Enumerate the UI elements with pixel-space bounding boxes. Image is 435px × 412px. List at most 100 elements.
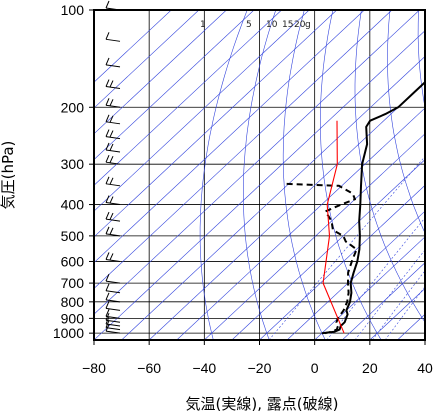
y-axis-title: 気圧(hPa) [0, 141, 17, 210]
x-tick-label: −60 [137, 360, 161, 376]
mixing-ratio-label: 5 [246, 20, 252, 30]
isotherm-line [94, 10, 282, 186]
wind-barb [105, 307, 121, 311]
isotherm-line [94, 10, 227, 135]
wind-barb [105, 330, 121, 334]
wind-barb-flag [105, 195, 110, 203]
wind-barb [105, 64, 121, 68]
wind-barb [105, 315, 121, 319]
mixing-ratio-line [326, 217, 425, 340]
wind-barb [105, 161, 121, 165]
dry-adiabat-line [387, 10, 425, 234]
isotherm-line [94, 10, 337, 238]
y-tick-label: 700 [61, 275, 85, 291]
dry-adiabat-line [199, 10, 248, 340]
isotherm-line [94, 10, 172, 83]
y-tick-label: 100 [61, 2, 85, 18]
isotherm-line [148, 81, 425, 340]
wind-barb [105, 323, 121, 327]
wind-barb-flag [109, 115, 114, 123]
isotherm-line [121, 56, 425, 340]
y-tick-label: 500 [61, 228, 85, 244]
isotherm-line [314, 236, 425, 340]
parcel-path-line [322, 120, 345, 334]
wind-barb-flag [109, 196, 114, 204]
x-axis-title: 気温(実線), 露点(破線) [186, 395, 339, 412]
y-tick-label: 300 [61, 156, 85, 172]
wind-barb-flag [109, 212, 114, 220]
wind-barb-flag [105, 129, 110, 137]
y-tick-label: 200 [61, 99, 85, 115]
wind-barb [105, 299, 121, 303]
wind-barb-flag [105, 226, 110, 235]
wind-barb-flag [105, 301, 110, 309]
wind-barb [105, 319, 121, 323]
wind-barb-flag [105, 211, 110, 220]
wind-barb-flag [105, 32, 110, 40]
mixing-ratio-label: 20 [294, 20, 306, 30]
isotherm-line [204, 133, 425, 340]
wind-barb [105, 202, 121, 206]
x-tick-label: −40 [192, 360, 216, 376]
mixing-ratio-label: 1 [200, 20, 206, 30]
wind-barb-flag [109, 99, 114, 106]
wind-barb [105, 233, 121, 237]
wind-barb [105, 149, 121, 153]
wind-barb-flag [105, 0, 110, 9]
isotherm-line [176, 107, 425, 340]
wind-barb-flag [105, 283, 110, 291]
wind-barb-flag [105, 79, 110, 87]
wind-barb-flag [105, 252, 110, 260]
dewpoint-line [283, 182, 358, 335]
wind-barb-flag [105, 273, 110, 282]
mixing-ratio-labels: 1 5 10 1520g [200, 20, 311, 30]
temperature-line [321, 80, 425, 335]
wind-barb [105, 38, 121, 42]
isotherm-line [94, 10, 420, 315]
wind-barb-flag [109, 130, 114, 138]
isotherm-line [342, 262, 425, 340]
isotherm-line [94, 10, 310, 212]
x-tick-label: −20 [248, 360, 272, 376]
wind-barb-flag [105, 57, 110, 66]
isotherm-line [94, 10, 255, 160]
wind-barb-flag [105, 309, 110, 317]
y-tick-label: 800 [61, 294, 85, 310]
wind-barb [105, 104, 121, 108]
wind-barb [105, 327, 121, 331]
wind-barb-flag [109, 227, 114, 235]
y-tick-label: 600 [61, 253, 85, 269]
dry-adiabat-line [282, 10, 326, 340]
x-tick-label: 0 [311, 360, 319, 376]
y-tick-label: 400 [61, 197, 85, 213]
x-tick-label: −80 [82, 360, 106, 376]
mixing-ratio-line [372, 270, 425, 340]
isotherm-line [94, 10, 393, 289]
mixing-ratio-label: 15 [282, 20, 293, 30]
plot-grid [94, 10, 425, 340]
wind-barb [105, 121, 121, 125]
dry-adiabat-line [243, 10, 277, 340]
wind-barb-flag [109, 253, 114, 261]
wind-barb-flag [105, 292, 110, 301]
mixing-ratio-line [268, 156, 425, 340]
isotherm-line [259, 184, 425, 340]
wind-barb [105, 136, 121, 140]
wind-barb [105, 258, 121, 262]
isotherm-line [94, 10, 200, 109]
y-tick-label: 900 [61, 310, 85, 326]
x-tick-label: 40 [417, 360, 433, 376]
axes: −80 −60 −40 −20 0 20 40 100 200 300 400 500 600 700 80… [53, 2, 433, 376]
wind-barb-flag [105, 142, 110, 151]
wind-barb [105, 218, 121, 222]
dry-adiabat-line [319, 10, 382, 340]
isotherm-line [231, 159, 425, 340]
wind-barb-flag [109, 177, 114, 185]
wind-barb-flag [109, 80, 114, 88]
y-tick-label: 1000 [53, 325, 84, 341]
isotherm-line [94, 30, 425, 340]
wind-barb-flag [105, 154, 110, 163]
dry-adiabat-line [354, 10, 425, 323]
